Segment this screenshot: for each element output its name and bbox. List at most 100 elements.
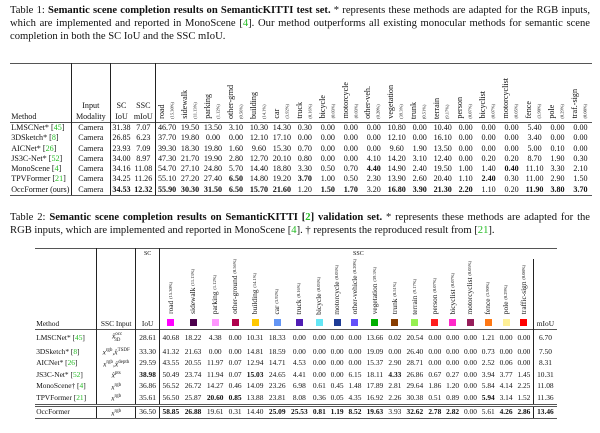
class-header: parking (1.12%): [201, 63, 225, 123]
class-value: 0.00: [348, 347, 362, 356]
class-label: trunk (0.51%): [390, 282, 400, 314]
citation-link[interactable]: 8: [51, 133, 56, 143]
citation-link[interactable]: 26: [67, 358, 75, 368]
citation-link[interactable]: 52: [72, 369, 81, 379]
class-frequency: (0.56%): [232, 259, 238, 275]
class-name: pole: [501, 301, 511, 315]
class-name: traf.-sign: [570, 89, 580, 119]
class-value: 0.31: [226, 403, 245, 420]
class-value: 0.30: [293, 122, 317, 134]
class-value: 26.40: [406, 347, 424, 356]
class-label: bicyclist (0.07%): [478, 91, 499, 118]
class-value: 1.40: [481, 164, 496, 174]
class-header: car (3.92%): [266, 259, 288, 330]
citation-link[interactable]: 8: [73, 347, 78, 356]
class-value: 0.00: [328, 329, 347, 347]
class-value: 18.11: [366, 369, 384, 379]
class-label: car (3.92%): [272, 104, 293, 119]
miou-header: mIoU: [532, 259, 557, 330]
class-color-swatch: [502, 319, 510, 327]
method-name: JS3C-Net*: [36, 369, 69, 379]
class-value: 12.40: [433, 153, 452, 163]
citation-link[interactable]: 45: [53, 123, 62, 132]
class-value: 3.94: [481, 369, 495, 379]
class-header: truck (0.16%): [288, 259, 310, 330]
class-value: 3.70: [297, 174, 312, 184]
input-symbol: x: [103, 359, 107, 369]
class-header: traffic-sign (0.08%): [515, 259, 533, 330]
class-value: 18.33: [266, 329, 289, 347]
class-name: vegetation: [386, 84, 396, 119]
class-value: 2.90: [388, 358, 402, 368]
class-value: 3.30: [297, 164, 312, 174]
method-cell: 3DSketch* [8]: [35, 346, 97, 358]
class-value: 0.80: [297, 153, 312, 163]
class-header: terrain (9.17%): [431, 63, 455, 123]
citation-link[interactable]: 21: [477, 225, 489, 236]
class-value: 19.90: [203, 153, 223, 163]
input-header: Input Modality: [71, 63, 111, 123]
class-value: 1.00: [458, 164, 473, 174]
class-value: 0.27: [446, 369, 460, 379]
citation-link[interactable]: 4: [54, 164, 59, 174]
input-value: Camera: [78, 133, 104, 143]
class-header: other-vehicle (0.20%): [346, 259, 364, 330]
class-value: 4.40: [366, 164, 381, 174]
class-value: 0.51: [428, 392, 442, 402]
class-value: 0.73: [481, 347, 495, 356]
citation-link[interactable]: 21: [55, 174, 64, 184]
sc-iou: 33.30: [135, 346, 160, 358]
class-value: 0.00: [366, 133, 381, 143]
citation-link[interactable]: 2: [305, 212, 311, 223]
input-header: SSC Input: [96, 259, 137, 330]
class-value: 1.20: [293, 184, 317, 197]
citation-link[interactable]: 4: [79, 381, 84, 391]
ssc-miou: 7.50: [532, 346, 557, 358]
class-value: 4.33: [388, 369, 402, 379]
citation-link[interactable]: 21: [76, 392, 84, 402]
class-value: 17.89: [366, 381, 384, 391]
table-row: MonoScene† [4] xrgb 36.86 56.52 26.72 14.27 0.…: [35, 380, 557, 393]
citation-link[interactable]: 52: [51, 153, 60, 163]
class-value: 13.66: [363, 329, 386, 347]
input-symbol: x̂: [114, 359, 119, 369]
ssc-miou: 10.31: [532, 369, 557, 381]
class-value: 16.92: [366, 392, 384, 402]
class-value: 0.00: [463, 358, 477, 368]
class-value: 9.60: [251, 143, 267, 153]
citation-link[interactable]: 4: [291, 225, 297, 236]
ssc-miou: 8.97: [132, 153, 156, 165]
class-value: 12.10: [387, 133, 406, 143]
class-value: 25.53: [288, 403, 311, 420]
class-name: road: [165, 301, 175, 315]
method-name: LMSCNet*: [36, 333, 71, 343]
citation-link[interactable]: 26: [45, 143, 54, 153]
class-value: 1.52: [517, 392, 531, 402]
input-modality: Camera: [71, 133, 111, 144]
table2-caption: Table 2: Semantic scene completion resul…: [10, 212, 591, 236]
class-color-swatch: [411, 319, 419, 327]
class-value: 0.50: [320, 164, 335, 174]
class-header: bicycle (0.03%): [310, 259, 328, 330]
table-row: LMSCNet* [45] x̂occ3D 28.61 40.68 18.22 4.38 0…: [35, 329, 557, 347]
citation-link[interactable]: 45: [75, 333, 83, 343]
class-name: truck: [294, 299, 304, 315]
class-value: 4.53: [292, 358, 306, 368]
class-value: 0.07: [228, 358, 242, 368]
class-name: building: [248, 91, 258, 119]
ssc-group-label: SSC: [353, 251, 364, 257]
class-label: bicyclist (0.07%): [448, 273, 458, 315]
class-value: 2.60: [412, 174, 427, 184]
class-label: trunk (0.51%): [409, 102, 430, 119]
ssc-miou: 12.32: [132, 184, 156, 197]
header-row: Method Input Modality SC IoU SSC mIoU road (1…: [10, 63, 592, 123]
class-value: 14.81: [246, 347, 264, 356]
class-value: 14.40: [244, 403, 267, 420]
class-value: 1.19: [328, 403, 347, 420]
input-value: Camera: [78, 143, 104, 153]
input-symbol: x: [102, 347, 106, 357]
ssc-input: xrgb,x̂depth: [96, 357, 137, 370]
citation-link[interactable]: 4: [242, 18, 249, 29]
class-header: bicycle (0.03%): [316, 63, 340, 123]
class-value: 4.41: [292, 369, 306, 379]
